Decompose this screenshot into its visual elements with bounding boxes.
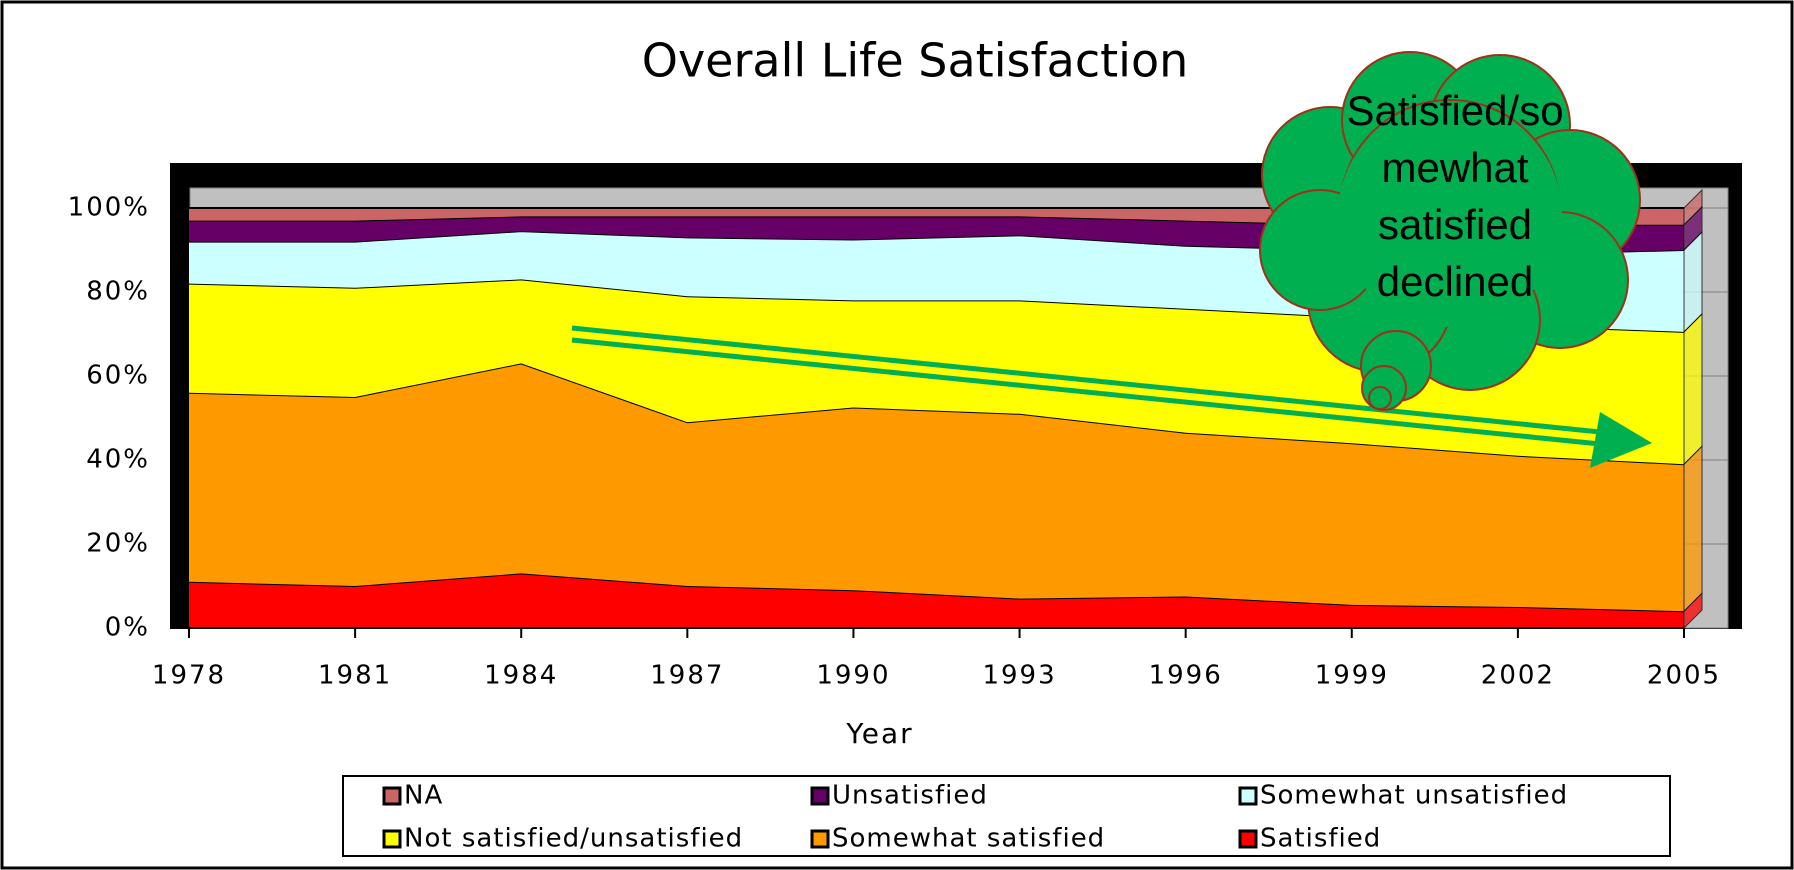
legend-label: NA <box>404 781 443 811</box>
annotation-text: declined <box>1377 258 1533 305</box>
legend-swatch <box>384 788 400 804</box>
x-tick-label: 1990 <box>816 661 890 691</box>
annotation-text: Satisfied/so <box>1346 87 1563 134</box>
legend-swatch <box>1240 831 1256 847</box>
thought-bubble <box>1369 387 1391 409</box>
x-tick-label: 1981 <box>318 661 392 691</box>
page: Overall Life Satisfaction Year NA Unsatis… <box>0 0 1794 870</box>
y-tick-label: 40% <box>86 445 150 475</box>
legend-label: Unsatisfied <box>832 781 988 811</box>
x-tick-label: 2005 <box>1647 661 1721 691</box>
y-tick-label: 60% <box>86 361 150 391</box>
legend-label: Somewhat unsatisfied <box>1260 781 1568 811</box>
legend-swatch <box>812 831 828 847</box>
y-tick-label: 20% <box>86 529 150 559</box>
area-side <box>1684 314 1702 464</box>
legend-label: Somewhat satisfied <box>832 824 1105 854</box>
x-tick-label: 1978 <box>152 661 226 691</box>
legend-label: Not satisfied/unsatisfied <box>404 824 743 854</box>
x-tick-label: 1999 <box>1315 661 1389 691</box>
legend-swatch <box>384 831 400 847</box>
chart: Overall Life Satisfaction Year NA Unsatis… <box>0 0 1794 870</box>
y-tick-label: 80% <box>86 277 150 307</box>
x-tick-label: 1996 <box>1149 661 1223 691</box>
x-tick-label: 1984 <box>484 661 558 691</box>
y-tick-label: 0% <box>105 613 150 643</box>
annotation-text: satisfied <box>1378 201 1532 248</box>
x-tick-label: 1987 <box>650 661 724 691</box>
y-tick-label: 100% <box>68 193 150 223</box>
area-side <box>1684 446 1702 611</box>
legend-swatch <box>812 788 828 804</box>
annotation-text: mewhat <box>1381 144 1528 191</box>
legend-swatch <box>1240 788 1256 804</box>
legend-label: Satisfied <box>1260 824 1381 854</box>
x-axis-label: Year <box>845 717 913 750</box>
x-tick-label: 2002 <box>1481 661 1555 691</box>
chart-title: Overall Life Satisfaction <box>642 34 1189 88</box>
x-tick-label: 1993 <box>982 661 1056 691</box>
